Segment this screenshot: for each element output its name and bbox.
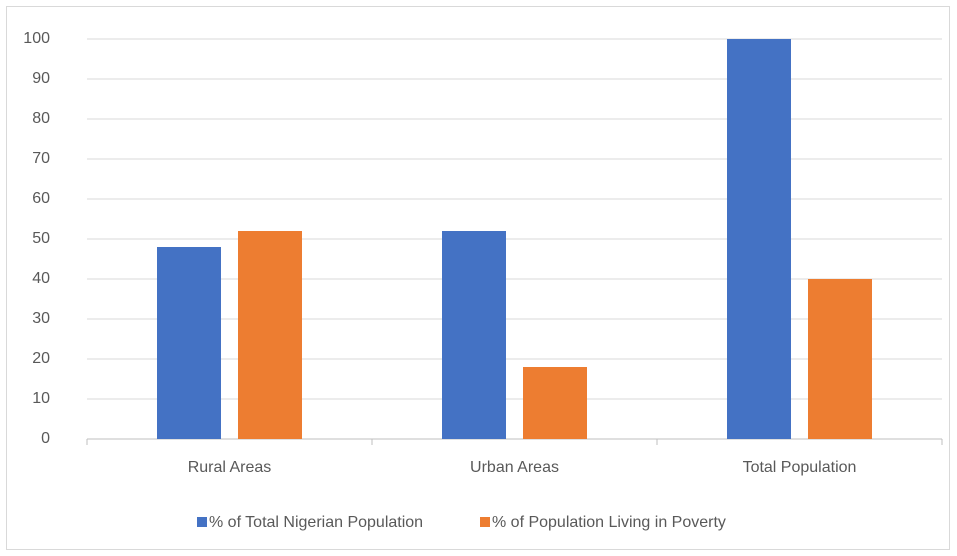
bar <box>808 279 872 439</box>
bar <box>442 231 506 439</box>
legend-label: % of Total Nigerian Population <box>209 514 423 531</box>
x-tick-label: Urban Areas <box>470 459 559 476</box>
y-tick-label: 40 <box>32 270 50 287</box>
bar <box>523 367 587 439</box>
legend-swatch <box>480 517 490 527</box>
y-tick-label: 10 <box>32 390 50 407</box>
y-tick-label: 100 <box>23 30 50 47</box>
bar <box>238 231 302 439</box>
legend-label: % of Population Living in Poverty <box>492 514 726 531</box>
y-tick-label: 20 <box>32 350 50 367</box>
x-tick-label: Total Population <box>743 459 857 476</box>
x-tick-label: Rural Areas <box>188 459 272 476</box>
y-tick-label: 70 <box>32 150 50 167</box>
bar <box>157 247 221 439</box>
y-tick-label: 80 <box>32 110 50 127</box>
y-tick-label: 60 <box>32 190 50 207</box>
y-tick-label: 90 <box>32 70 50 87</box>
y-tick-label: 30 <box>32 310 50 327</box>
bar <box>727 39 791 439</box>
y-tick-label: 0 <box>41 430 50 447</box>
y-tick-label: 50 <box>32 230 50 247</box>
legend-swatch <box>197 517 207 527</box>
